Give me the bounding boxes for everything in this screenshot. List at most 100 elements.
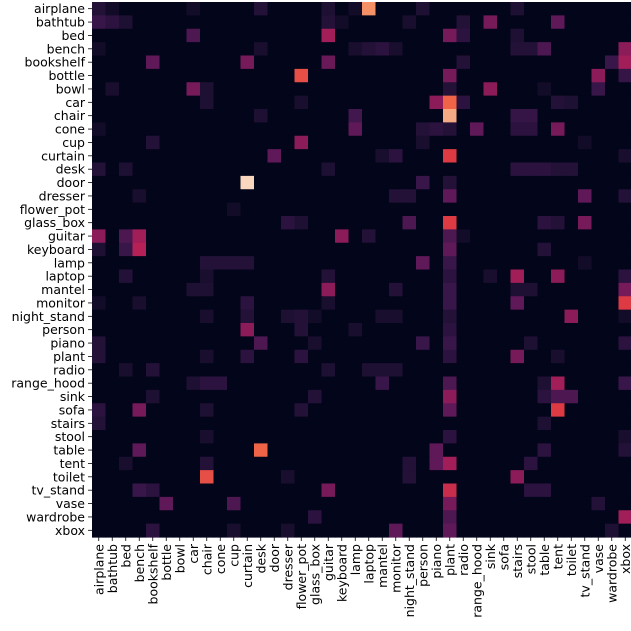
heatmap-cell (321, 242, 336, 257)
heatmap-cell (227, 430, 242, 444)
heatmap-cell (537, 296, 552, 311)
heatmap-cell (618, 403, 631, 418)
heatmap-cell (402, 2, 417, 16)
heatmap-cell (159, 483, 174, 498)
heatmap-cell (159, 323, 174, 337)
heatmap-cell (510, 510, 525, 525)
heatmap-cell (564, 496, 579, 511)
heatmap-cell (497, 296, 512, 311)
heatmap-cell (591, 523, 606, 538)
heatmap-cell (254, 389, 269, 404)
heatmap-cell (281, 135, 296, 150)
heatmap-cell (402, 389, 417, 404)
heatmap-cell (551, 443, 566, 458)
heatmap-cell (132, 68, 147, 83)
heatmap-cell (240, 216, 255, 230)
heatmap-cell (213, 42, 228, 57)
heatmap-cell (402, 510, 417, 525)
heatmap-cell (213, 122, 228, 137)
heatmap-cell (551, 416, 566, 431)
heatmap-cell (335, 189, 350, 204)
heatmap-cell (443, 202, 458, 217)
heatmap-cell (443, 323, 458, 337)
heatmap-cell (240, 82, 255, 97)
heatmap-cell (173, 175, 188, 190)
column-tick-label: laptop (361, 544, 376, 584)
heatmap-cell (551, 95, 566, 110)
heatmap-cell (348, 28, 363, 43)
heatmap-cell (335, 55, 350, 70)
heatmap-cell (132, 363, 147, 378)
heatmap-cell (362, 68, 377, 83)
heatmap-cell (294, 15, 309, 30)
heatmap-cell (227, 349, 242, 364)
heatmap-cell (321, 282, 336, 297)
heatmap-cell (281, 216, 296, 230)
heatmap-cell (537, 175, 552, 190)
heatmap-cell (537, 122, 552, 137)
heatmap-cell (227, 68, 242, 83)
heatmap-cell (524, 175, 539, 190)
heatmap-cell (605, 376, 620, 391)
heatmap-cell (146, 430, 161, 444)
heatmap-cell (375, 403, 390, 418)
heatmap-cell (294, 296, 309, 311)
heatmap-cell (605, 15, 620, 30)
heatmap-cell (389, 149, 404, 164)
heatmap-cell (591, 403, 606, 418)
heatmap-cell (389, 349, 404, 364)
heatmap-cell (146, 389, 161, 404)
heatmap-cell (132, 189, 147, 204)
heatmap-cell (618, 15, 631, 30)
heatmap-cell (443, 68, 458, 83)
heatmap-cell (483, 282, 498, 297)
heatmap-cell (389, 510, 404, 525)
heatmap-cell (294, 189, 309, 204)
heatmap-cell (416, 269, 431, 284)
heatmap-cell (375, 122, 390, 137)
heatmap-cell (456, 496, 471, 511)
heatmap-cell (389, 256, 404, 271)
heatmap-cell (132, 523, 147, 538)
column-tick-label: chair (199, 543, 214, 575)
heatmap-cell (537, 189, 552, 204)
heatmap-cell (348, 202, 363, 217)
heatmap-cell (578, 443, 593, 458)
heatmap-cell (591, 242, 606, 257)
heatmap-cell (119, 496, 134, 511)
heatmap-cell (483, 109, 498, 123)
heatmap-cell (173, 229, 188, 244)
row-tick-label: bookshelf (25, 55, 86, 70)
heatmap-cell (416, 443, 431, 458)
heatmap-cell (551, 496, 566, 511)
heatmap-cell (375, 149, 390, 164)
heatmap-cell (92, 202, 107, 217)
heatmap-cell (308, 242, 323, 257)
heatmap-cell (591, 389, 606, 404)
heatmap-cell (483, 523, 498, 538)
heatmap-cell (362, 55, 377, 70)
heatmap-cell (105, 68, 120, 83)
heatmap-cell (92, 122, 107, 137)
heatmap-cell (146, 349, 161, 364)
heatmap-cell (308, 149, 323, 164)
heatmap-cell (591, 82, 606, 97)
heatmap-cell (267, 363, 282, 378)
heatmap-cell (173, 256, 188, 271)
heatmap-cell (294, 363, 309, 378)
heatmap-cell (321, 95, 336, 110)
heatmap-cell (281, 349, 296, 364)
heatmap-cell (537, 109, 552, 123)
heatmap-cell (578, 416, 593, 431)
heatmap-cell (119, 349, 134, 364)
heatmap-cell (483, 349, 498, 364)
row-tick-label: night_stand (12, 309, 85, 324)
heatmap-cell (564, 135, 579, 150)
heatmap-cell (402, 135, 417, 150)
heatmap-cell (267, 68, 282, 83)
heatmap-cell (551, 149, 566, 164)
heatmap-cell (348, 389, 363, 404)
heatmap-cell (119, 403, 134, 418)
heatmap-cell (240, 282, 255, 297)
heatmap-cell (605, 256, 620, 271)
